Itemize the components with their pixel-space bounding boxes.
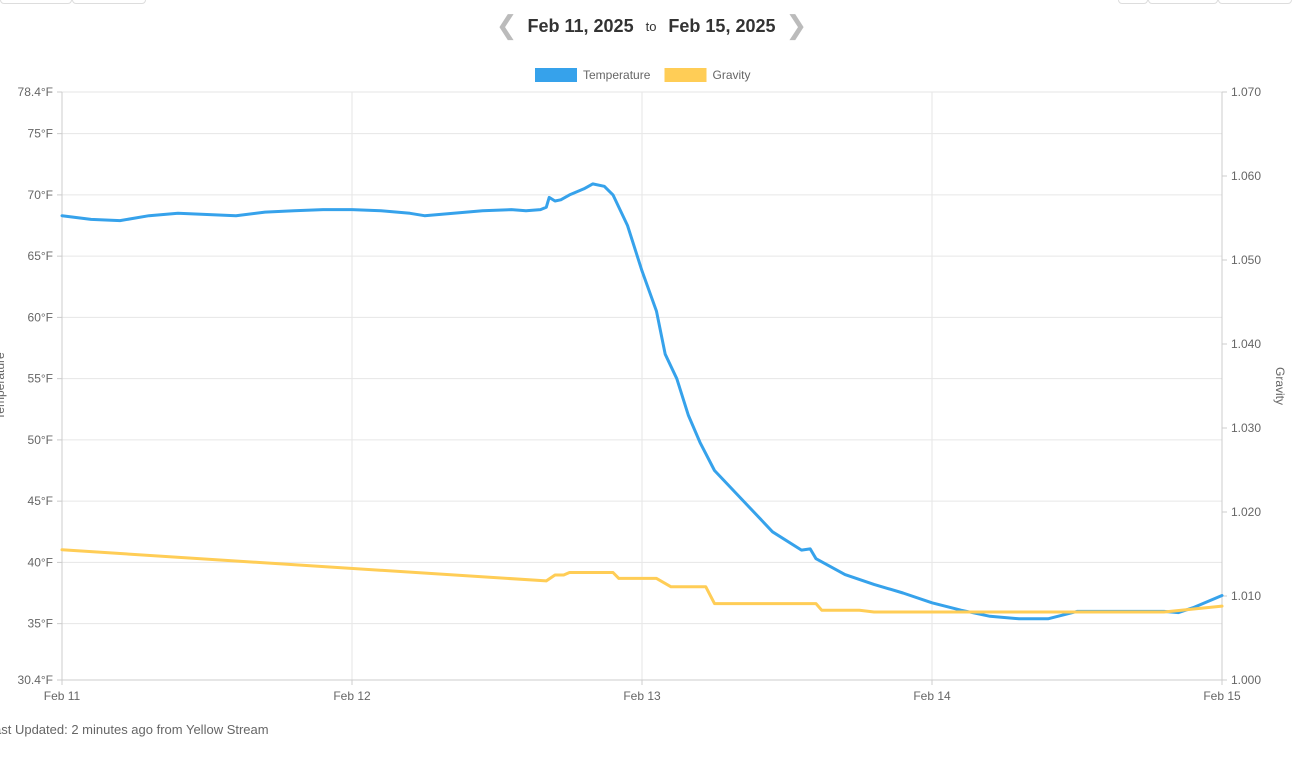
x-tick-label: Feb 15	[1203, 689, 1241, 703]
y-right-axis-title: Gravity	[1273, 367, 1287, 405]
temperature-gravity-chart: 30.4°F 35°F 40°F 45°F 50°F 55°F 60°F 65°F 70°F 75…	[0, 68, 1287, 703]
y-right-tick-label: 1.050	[1231, 253, 1261, 267]
date-to-label: to	[645, 18, 657, 34]
x-tick-label: Feb 14	[913, 689, 951, 703]
y-left-tick-label: 70°F	[28, 188, 53, 202]
start-date[interactable]: Feb 11, 2025	[527, 15, 634, 36]
top-right-tab-3[interactable]	[1218, 0, 1292, 4]
y-right-tick-label: 1.060	[1231, 169, 1261, 183]
legend-swatch-temperature	[535, 68, 577, 82]
legend-swatch-gravity	[664, 68, 707, 82]
y-right-tick-label: 1.020	[1231, 505, 1261, 519]
last-updated-text: ast Updated: 2 minutes ago from Yellow S…	[0, 722, 269, 737]
y-left-tick-label: 30.4°F	[18, 673, 53, 687]
y-left-tick-label: 45°F	[28, 494, 53, 508]
y-right-tick-label: 1.040	[1231, 337, 1261, 351]
x-tick-label: Feb 11	[44, 689, 81, 703]
top-left-tab[interactable]	[0, 0, 72, 4]
x-tick-label: Feb 12	[333, 689, 371, 703]
y-left-tick-label: 65°F	[28, 249, 53, 263]
y-left-tick-label: 60°F	[28, 310, 53, 324]
end-date[interactable]: Feb 15, 2025	[668, 15, 776, 36]
x-tick-label: Feb 13	[623, 689, 661, 703]
y-left-tick-label: 75°F	[28, 127, 53, 141]
legend-label-gravity: Gravity	[713, 68, 751, 82]
series-line-temperature	[60, 182, 1224, 621]
chevron-right-icon[interactable]: ❯	[785, 11, 808, 41]
legend-label-temperature: Temperature	[583, 68, 651, 82]
y-left-tick-label: 40°F	[28, 555, 53, 569]
y-right-tick-label: 1.000	[1231, 673, 1261, 687]
top-left-tab-2[interactable]	[72, 0, 146, 4]
top-right-tab-2[interactable]	[1148, 0, 1218, 4]
y-left-tick-label: 78.4°F	[18, 85, 53, 99]
chevron-left-icon[interactable]: ❮	[495, 11, 518, 41]
y-left-axis-title: Temperature	[0, 352, 7, 420]
y-right-tick-label: 1.070	[1231, 85, 1261, 99]
y-left-tick-label: 55°F	[28, 372, 53, 386]
date-range-nav: ❮ Feb 11, 2025 to Feb 15, 2025 ❯	[0, 12, 1303, 40]
y-right-tick-label: 1.030	[1231, 421, 1261, 435]
series-line-gravity	[60, 548, 1224, 614]
y-right-tick-label: 1.010	[1231, 589, 1261, 603]
y-left-tick-label: 50°F	[28, 433, 53, 447]
top-right-tab[interactable]	[1118, 0, 1148, 4]
y-left-tick-label: 35°F	[28, 617, 53, 631]
